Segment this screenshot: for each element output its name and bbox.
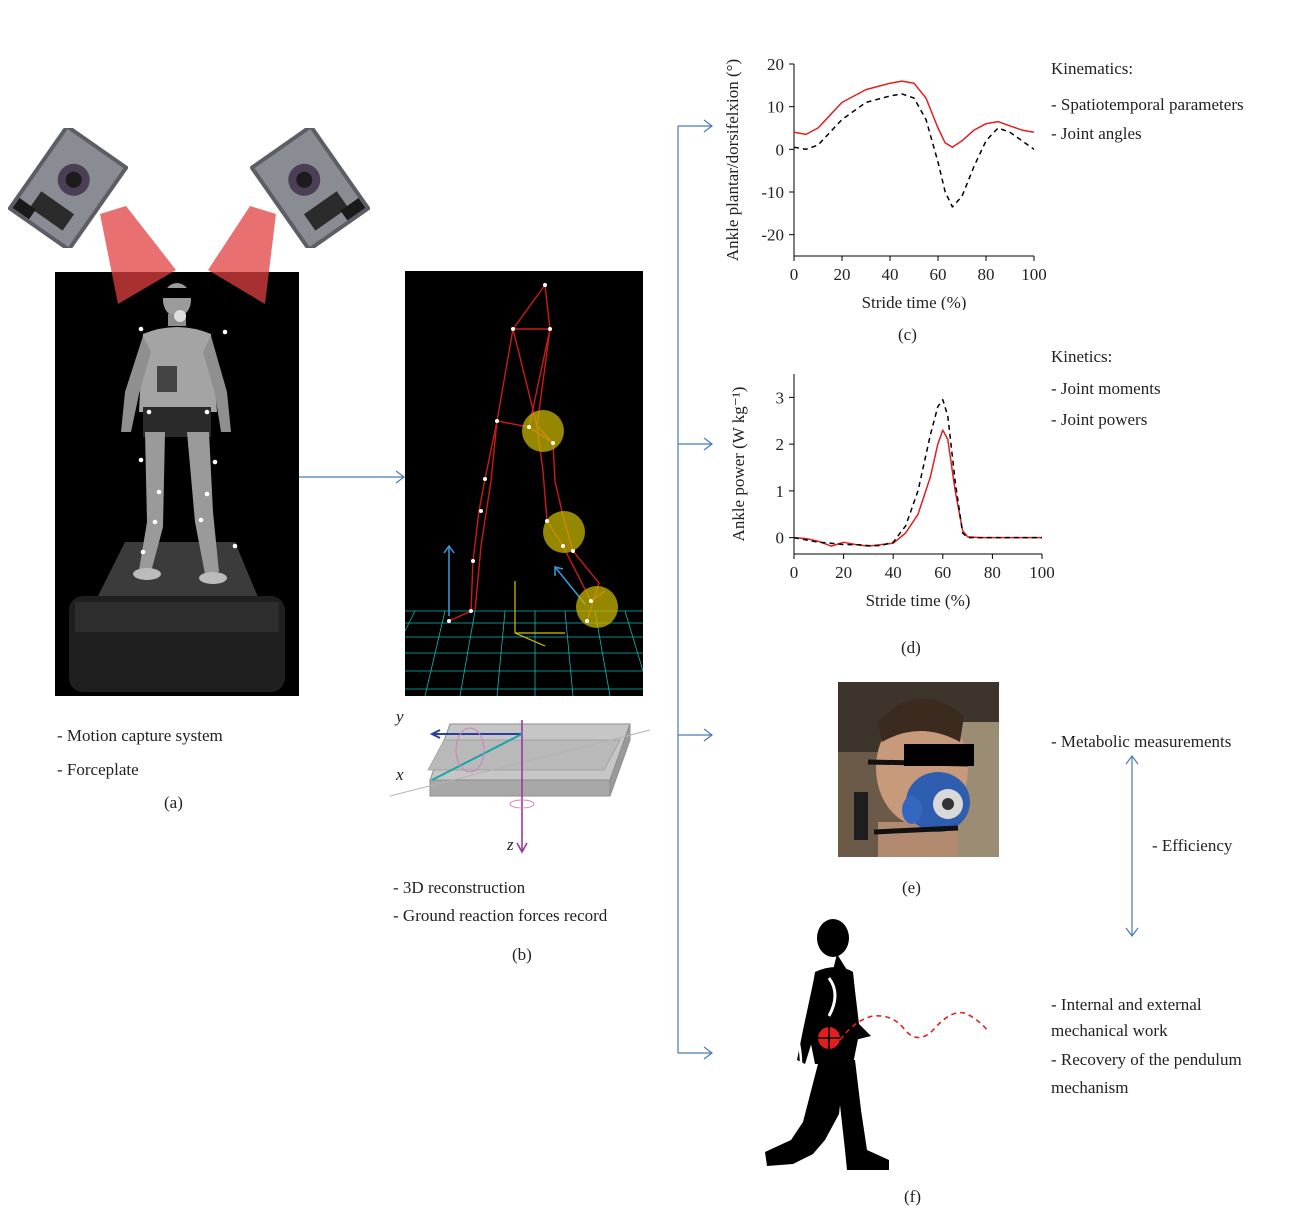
chart-c-y-tick-label: -10: [761, 183, 784, 202]
chart-d-x-label: Stride time (%): [866, 591, 971, 610]
metabolic-bullet: - Metabolic measurements: [1051, 732, 1232, 751]
chart-d-y-tick-label: 0: [776, 529, 785, 548]
chart-c-y-label: Ankle plantar/dorsifelxion (°): [723, 59, 742, 261]
panel-e-caption: (e): [902, 878, 921, 897]
metabolic-mask-photo: [838, 682, 999, 857]
chart-d-y-label: Ankle power (W kg⁻¹): [729, 387, 748, 542]
efficiency-arrow: [1125, 755, 1139, 937]
chart-d-x-tick-label: 60: [934, 563, 951, 582]
panel-b-bullet-1: - 3D reconstruction: [393, 878, 526, 897]
chart-d-x-tick-label: 40: [885, 563, 902, 582]
kinematics-bullet-2: - Joint angles: [1051, 124, 1142, 143]
chart-c-y-tick-label: 10: [767, 98, 784, 117]
chart-d-series-red-solid: [793, 429, 1042, 547]
axis-y-label: y: [394, 707, 404, 726]
chart-c-x-tick-label: 0: [790, 265, 799, 284]
panel-a-photo: [55, 272, 299, 696]
arrow-a-to-b: [299, 470, 405, 484]
chart-c-x-label: Stride time (%): [862, 293, 967, 310]
panel-c-caption: (c): [898, 325, 917, 344]
panel-f-caption: (f): [904, 1187, 921, 1206]
efficiency-label: - Efficiency: [1152, 836, 1233, 855]
panel-b-bullet-2: - Ground reaction forces record: [393, 906, 608, 925]
chart-c-y-tick-label: 0: [776, 140, 785, 159]
chart-c-x-tick-label: 60: [930, 265, 947, 284]
forceplate-illustration: y x z: [389, 700, 652, 860]
chart-d-y-tick-label: 2: [776, 435, 785, 454]
kinematics-bullet-1: - Spatiotemporal parameters: [1051, 95, 1244, 114]
camera-left-image: [7, 123, 129, 253]
branch-connector: [677, 119, 713, 1060]
chart-d-y-tick-label: 3: [776, 388, 785, 407]
kinetics-bullet-1: - Joint moments: [1051, 379, 1161, 398]
camera-right-image: [249, 123, 371, 253]
chart-d-x-tick-label: 20: [835, 563, 852, 582]
kinematics-heading: Kinematics:: [1051, 59, 1134, 78]
chart-c-x-tick-label: 80: [978, 265, 995, 284]
panel-f-line-3: - Recovery of the pendulum: [1051, 1050, 1242, 1069]
skeleton-reconstruction: [404, 271, 644, 697]
axis-x-label: x: [395, 765, 404, 784]
panel-f-line-4: mechanism: [1051, 1078, 1129, 1097]
panel-a-bullet-1: - Motion capture system: [57, 726, 223, 745]
panel-f-line-2: mechanical work: [1051, 1021, 1168, 1040]
walking-silhouette: [755, 914, 995, 1172]
chart-c-series-black-dashed: [793, 93, 1035, 208]
chart-c-y-tick-label: 20: [767, 55, 784, 74]
chart-c-series-red-solid: [793, 80, 1035, 148]
panel-a-caption: (a): [164, 793, 183, 812]
chart-d-y-tick-label: 1: [776, 482, 785, 501]
panel-a-bullet-2: - Forceplate: [57, 760, 139, 779]
chart-c-x-tick-label: 40: [882, 265, 899, 284]
kinetics-bullet-2: - Joint powers: [1051, 410, 1148, 429]
panel-b-caption: (b): [512, 945, 532, 964]
axis-z-label: z: [506, 835, 514, 854]
chart-d-x-tick-label: 80: [984, 563, 1001, 582]
panel-d-caption: (d): [901, 638, 921, 657]
chart-c-x-tick-label: 100: [1021, 265, 1047, 284]
chart-c-x-tick-label: 20: [834, 265, 851, 284]
panel-f-line-1: - Internal and external: [1051, 995, 1202, 1014]
chart-c-y-tick-label: -20: [761, 226, 784, 245]
chart-d-series-black-dashed: [793, 398, 1042, 547]
kinetics-heading: Kinetics:: [1051, 347, 1113, 366]
chart-d-x-tick-label: 0: [790, 563, 799, 582]
chart-d-x-tick-label: 100: [1029, 563, 1055, 582]
